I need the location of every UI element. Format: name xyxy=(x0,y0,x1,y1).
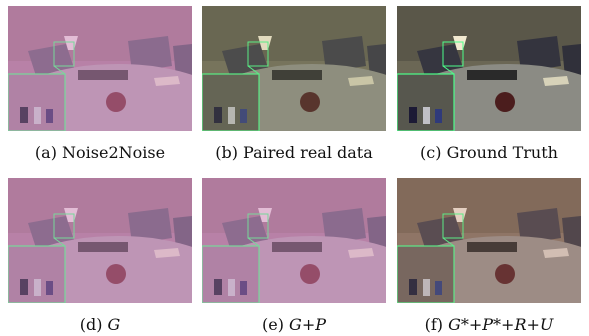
caption-e-prefix: (e) xyxy=(262,315,290,334)
caption-f-math: G*+P*+R+U xyxy=(448,315,554,334)
scene-image xyxy=(8,178,192,303)
scene-image xyxy=(397,178,581,303)
caption-d: (d) G xyxy=(0,315,200,334)
scene-image xyxy=(397,6,581,131)
panel-c-image xyxy=(397,6,581,131)
caption-e-math: G+P xyxy=(289,315,326,334)
panel-a-image xyxy=(8,6,192,131)
panel-b-image xyxy=(202,6,386,131)
caption-c: (c) Ground Truth xyxy=(420,143,558,162)
caption-e: (e) G+P xyxy=(194,315,394,334)
caption-b: (b) Paired real data xyxy=(215,143,373,162)
scene-image xyxy=(202,178,386,303)
caption-f: (f) G*+P*+R+U xyxy=(389,315,589,334)
caption-d-prefix: (d) xyxy=(79,315,108,334)
panel-f-image xyxy=(397,178,581,303)
panel-d-image xyxy=(8,178,192,303)
scene-image xyxy=(202,6,386,131)
caption-d-math: G xyxy=(107,315,121,334)
caption-a: (a) Noise2Noise xyxy=(34,143,166,162)
scene-image xyxy=(8,6,192,131)
panel-e-image xyxy=(202,178,386,303)
caption-f-prefix: (f) xyxy=(424,315,449,334)
